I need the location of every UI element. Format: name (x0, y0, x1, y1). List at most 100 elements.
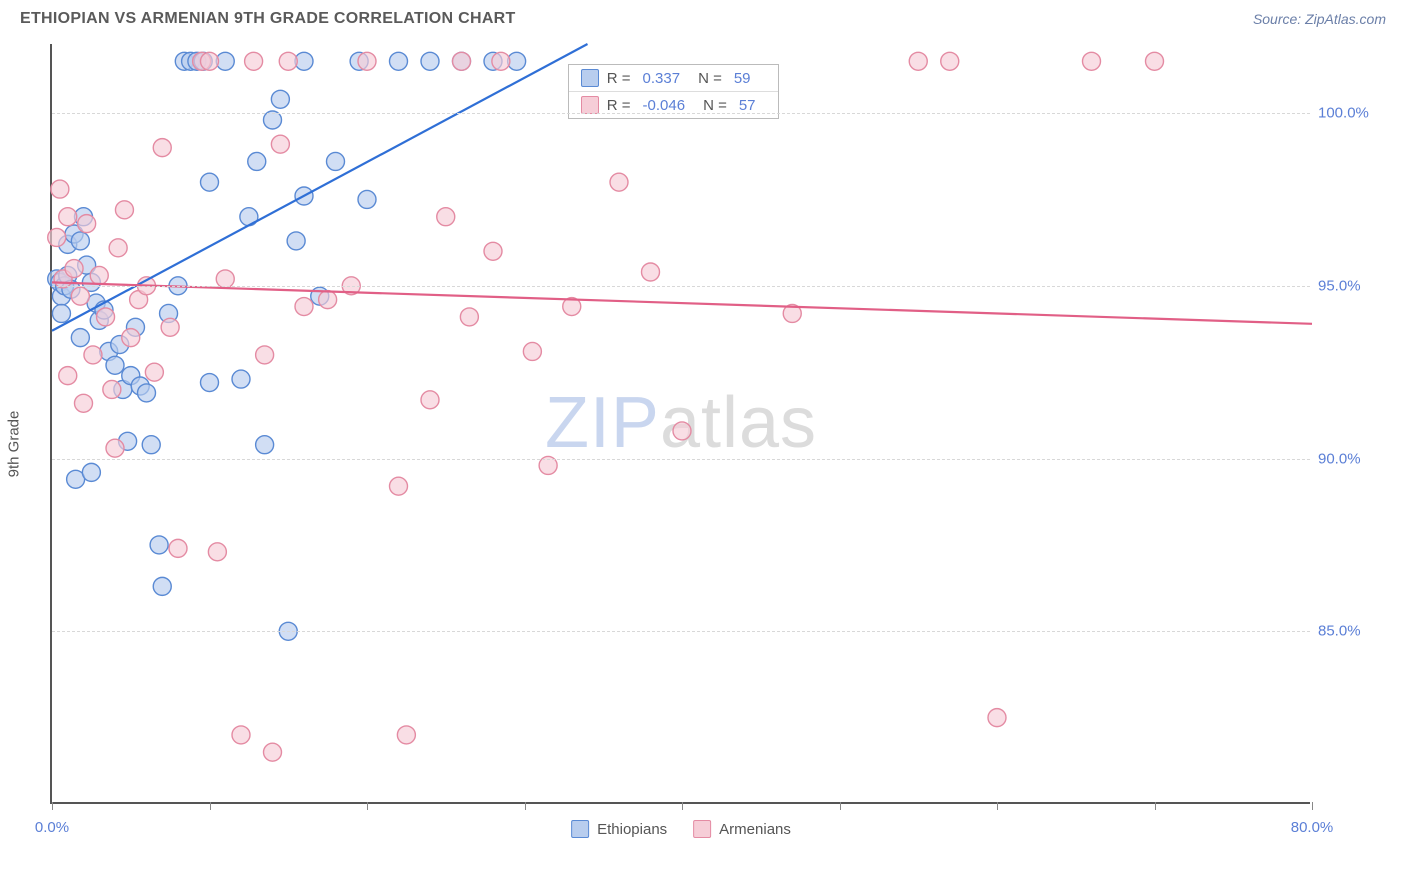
legend-label: Armenians (719, 821, 791, 838)
data-point (287, 232, 305, 250)
data-point (642, 263, 660, 281)
y-tick-label: 90.0% (1318, 450, 1396, 467)
data-point (319, 291, 337, 309)
data-point (138, 384, 156, 402)
data-point (909, 52, 927, 70)
stat-r-value: 0.337 (643, 70, 681, 87)
stat-n-label: N = (703, 97, 727, 114)
data-point (271, 90, 289, 108)
x-tick (840, 802, 841, 810)
data-point (145, 363, 163, 381)
x-tick (52, 802, 53, 810)
data-point (59, 208, 77, 226)
data-point (264, 743, 282, 761)
x-tick-label: 80.0% (1291, 819, 1334, 836)
data-point (82, 463, 100, 481)
grid-line-h (52, 286, 1310, 287)
data-point (421, 391, 439, 409)
y-tick-label: 85.0% (1318, 623, 1396, 640)
y-tick-label: 100.0% (1318, 105, 1396, 122)
x-tick (525, 802, 526, 810)
grid-line-h (52, 631, 1310, 632)
data-point (52, 304, 70, 322)
data-point (103, 380, 121, 398)
data-point (65, 260, 83, 278)
legend-item: Armenians (693, 820, 791, 838)
data-point (988, 709, 1006, 727)
data-point (59, 367, 77, 385)
data-point (295, 298, 313, 316)
chart-title: ETHIOPIAN VS ARMENIAN 9TH GRADE CORRELAT… (20, 10, 516, 28)
data-point (142, 436, 160, 454)
legend-swatch (571, 820, 589, 838)
stat-n-label: N = (698, 70, 722, 87)
legend-swatch (693, 820, 711, 838)
legend-label: Ethiopians (597, 821, 667, 838)
data-point (256, 346, 274, 364)
data-point (153, 577, 171, 595)
data-point (150, 536, 168, 554)
data-point (208, 543, 226, 561)
data-point (51, 180, 69, 198)
data-point (484, 242, 502, 260)
data-point (941, 52, 959, 70)
data-point (673, 422, 691, 440)
data-point (84, 346, 102, 364)
data-point (201, 52, 219, 70)
source-label: Source: ZipAtlas.com (1253, 11, 1386, 27)
stat-r-label: R = (607, 97, 631, 114)
data-point (109, 239, 127, 257)
data-point (71, 329, 89, 347)
data-point (153, 139, 171, 157)
data-point (358, 190, 376, 208)
x-tick (682, 802, 683, 810)
legend-row: R =0.337N =59 (569, 65, 778, 92)
series-legend: Ethiopians Armenians (571, 820, 791, 838)
data-point (48, 228, 66, 246)
plot-area: ZIPatlas R =0.337N =59R =-0.046N =57 Eth… (50, 44, 1310, 804)
data-point (460, 308, 478, 326)
trend-line (52, 282, 1312, 323)
data-point (122, 329, 140, 347)
legend-item: Ethiopians (571, 820, 667, 838)
data-point (256, 436, 274, 454)
legend-swatch (581, 96, 599, 114)
data-point (71, 287, 89, 305)
y-tick-label: 95.0% (1318, 277, 1396, 294)
data-point (169, 539, 187, 557)
data-point (1146, 52, 1164, 70)
data-point (201, 173, 219, 191)
data-point (75, 394, 93, 412)
legend-row: R = -0.046 N = 57 (569, 92, 778, 118)
data-point (71, 232, 89, 250)
stat-n-value: 57 (739, 97, 756, 114)
plot-svg (52, 44, 1310, 802)
stat-n-value: 59 (734, 70, 751, 87)
chart-header: ETHIOPIAN VS ARMENIAN 9TH GRADE CORRELAT… (0, 0, 1406, 34)
data-point (610, 173, 628, 191)
grid-line-h (52, 459, 1310, 460)
data-point (453, 52, 471, 70)
data-point (492, 52, 510, 70)
data-point (232, 726, 250, 744)
data-point (397, 726, 415, 744)
x-tick (210, 802, 211, 810)
data-point (90, 266, 108, 284)
data-point (523, 342, 541, 360)
data-point (106, 356, 124, 374)
data-point (437, 208, 455, 226)
data-point (271, 135, 289, 153)
data-point (97, 308, 115, 326)
data-point (390, 477, 408, 495)
data-point (279, 52, 297, 70)
x-tick-label: 0.0% (35, 819, 69, 836)
data-point (201, 374, 219, 392)
x-tick (1155, 802, 1156, 810)
data-point (232, 370, 250, 388)
data-point (390, 52, 408, 70)
data-point (248, 152, 266, 170)
data-point (161, 318, 179, 336)
stat-r-value: -0.046 (643, 97, 686, 114)
y-axis-title: 9th Grade (6, 411, 23, 478)
data-point (78, 215, 96, 233)
